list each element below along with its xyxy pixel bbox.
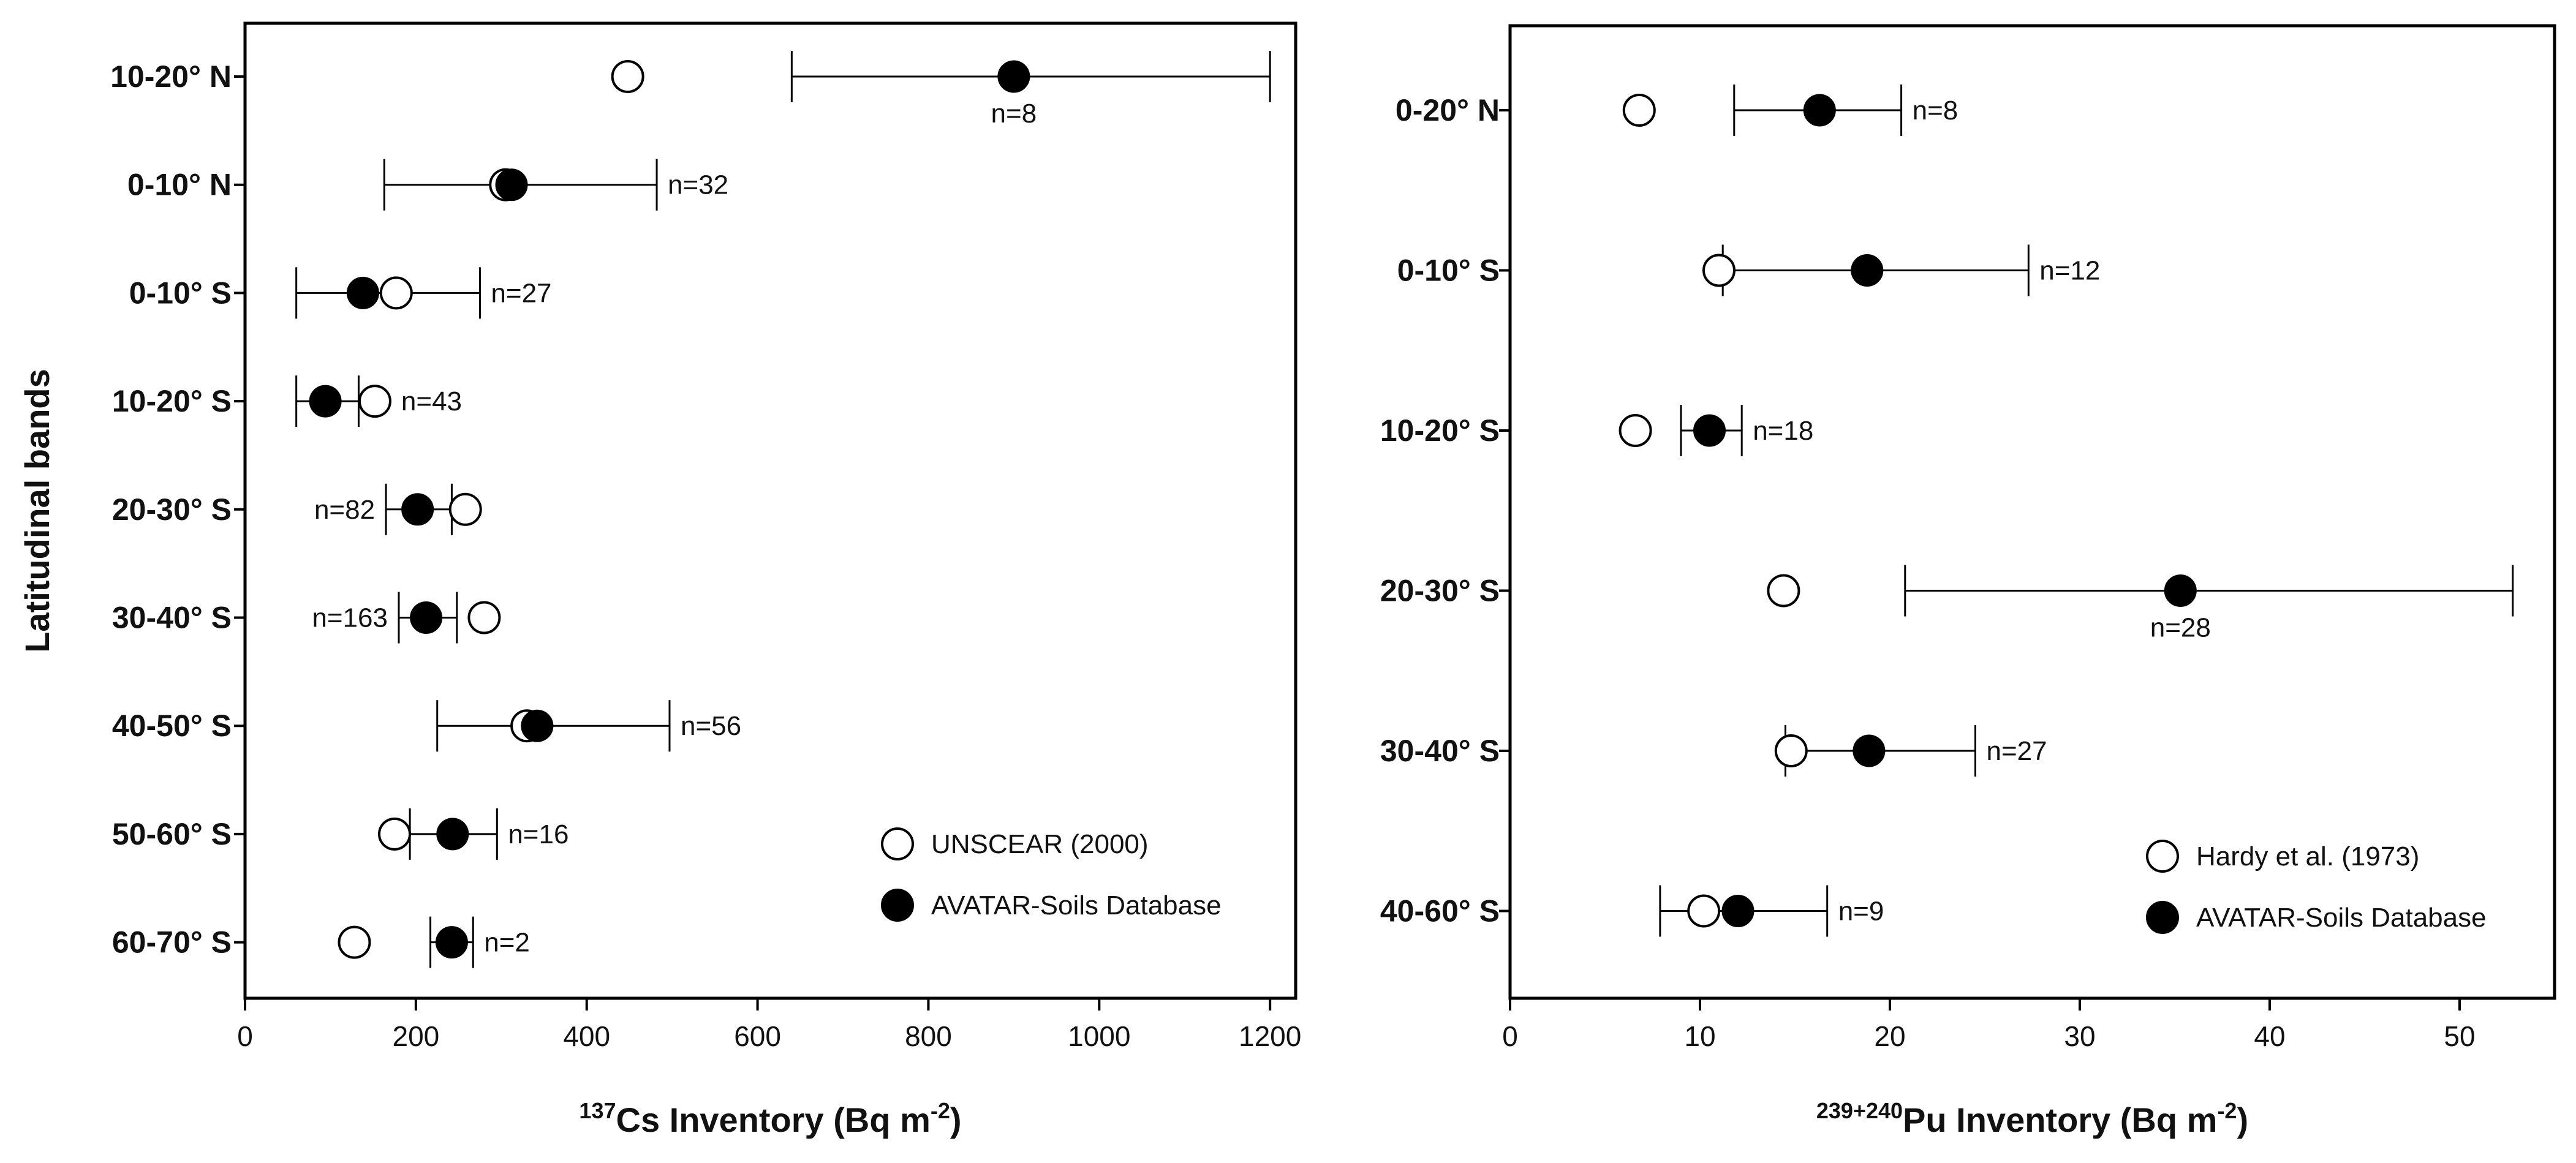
avatar-point — [997, 60, 1030, 93]
y-axis-title: Latitudinal bands — [18, 369, 56, 653]
band-label: 40-50° S — [112, 709, 232, 743]
x-axis-title-superscript: 137 — [579, 1098, 616, 1123]
band-label: 20-30° S — [112, 492, 232, 527]
x-tick-label: 40 — [2254, 1020, 2285, 1052]
avatar-point — [410, 601, 443, 634]
band-label: 30-40° S — [112, 601, 232, 635]
sample-count-label: n=32 — [668, 170, 728, 200]
reference-point — [1618, 414, 1652, 447]
band-label: 10-20° N — [110, 59, 232, 94]
x-tick-label: 10 — [1684, 1020, 1715, 1052]
band-label: 30-40° S — [1380, 734, 1500, 768]
reference-point — [448, 492, 482, 526]
sample-count-label: n=163 — [312, 603, 388, 633]
legend-label: UNSCEAR (2000) — [931, 829, 1149, 859]
x-tick-label: 200 — [392, 1020, 439, 1052]
avatar-point — [346, 276, 379, 309]
avatar-point — [401, 493, 434, 526]
x-axis-title-text: ) — [950, 1101, 962, 1139]
band-label: 60-70° S — [112, 925, 232, 960]
sample-count-label: n=8 — [1913, 96, 1958, 126]
cs137-panel: 0 200 400 600 800 1000 1200 10-20° N 0-10° N 0-10… — [18, 21, 1301, 1139]
sample-count-label: n=9 — [1838, 897, 1884, 927]
reference-point — [611, 60, 644, 93]
reference-point — [1702, 254, 1736, 287]
legend-open-marker — [2146, 840, 2179, 873]
x-axis-title: 239+240Pu Inventory (Bq m-2) — [1816, 1098, 2248, 1139]
reference-point — [1767, 574, 1800, 608]
band-label: 20-30° S — [1380, 574, 1500, 608]
legend-label: AVATAR-Soils Database — [931, 890, 1222, 920]
x-tick-label: 20 — [1874, 1020, 1905, 1052]
avatar-point — [1853, 734, 1886, 767]
x-axis-title: 137Cs Inventory (Bq m-2) — [579, 1098, 961, 1139]
sample-count-label: n=12 — [2039, 256, 2100, 286]
band-label: 10-20° S — [1380, 413, 1500, 448]
band-label: 40-60° S — [1380, 894, 1500, 928]
reference-point — [1622, 94, 1656, 127]
reference-point — [1774, 734, 1808, 767]
legend-open-marker — [881, 827, 914, 860]
avatar-point — [1803, 94, 1836, 127]
reference-point — [379, 276, 413, 310]
band-label: 50-60° S — [112, 817, 232, 851]
avatar-point — [2164, 574, 2197, 607]
avatar-point — [435, 926, 468, 959]
band-label: 0-10° N — [127, 168, 232, 202]
sample-count-label: n=16 — [508, 819, 568, 849]
avatar-point — [521, 709, 554, 742]
reference-point — [338, 925, 371, 959]
x-tick-label: 400 — [563, 1020, 610, 1052]
sample-count-label: n=27 — [1987, 736, 2047, 766]
avatar-point — [1721, 895, 1754, 927]
avatar-point — [309, 385, 342, 418]
legend-filled-marker — [2146, 901, 2179, 934]
x-tick-label: 0 — [237, 1020, 253, 1052]
legend-label: Hardy et al. (1973) — [2196, 841, 2419, 871]
band-label: 0-10° S — [129, 276, 232, 310]
x-axis-title-text: ) — [2237, 1101, 2248, 1139]
sample-count-label: n=43 — [401, 386, 462, 416]
x-axis-title-text: Cs Inventory (Bq m — [616, 1101, 931, 1139]
sample-count-label: n=18 — [1753, 416, 1813, 446]
sample-count-label: n=27 — [491, 278, 551, 308]
x-tick-label: 600 — [734, 1020, 781, 1052]
sample-count-label: n=8 — [991, 99, 1037, 129]
x-tick-label: 0 — [1502, 1020, 1518, 1052]
band-label: 0-10° S — [1397, 254, 1500, 288]
band-label: 10-20° S — [112, 384, 232, 418]
legend-filled-marker — [881, 889, 914, 922]
avatar-point — [436, 818, 469, 851]
legend-label: AVATAR-Soils Database — [2196, 903, 2487, 933]
sample-count-label: n=28 — [2150, 613, 2211, 643]
avatar-point — [495, 168, 528, 201]
x-axis-title-superscript: -2 — [2217, 1098, 2237, 1123]
sample-count-label: n=82 — [314, 495, 375, 525]
x-tick-label: 50 — [2444, 1020, 2475, 1052]
reference-point — [358, 385, 391, 418]
x-tick-label: 800 — [905, 1020, 952, 1052]
sample-count-label: n=2 — [484, 928, 530, 958]
pu239-panel: 0 10 20 30 40 50 0-20° N 0-10° S 10-20° S 20-30° … — [1380, 24, 2556, 1139]
plot-frame — [1508, 24, 2556, 1000]
band-label: 0-20° N — [1396, 93, 1500, 127]
x-tick-label: 30 — [2064, 1020, 2095, 1052]
x-axis-title-text: Pu Inventory (Bq m — [1903, 1101, 2217, 1139]
avatar-point — [1693, 414, 1726, 447]
sample-count-label: n=56 — [681, 711, 741, 741]
reference-point — [467, 601, 501, 634]
reference-point — [1687, 894, 1721, 928]
avatar-point — [1851, 254, 1884, 287]
plot-frame — [243, 21, 1297, 1000]
x-tick-label: 1000 — [1068, 1020, 1130, 1052]
x-axis-title-superscript: 239+240 — [1816, 1098, 1903, 1123]
reference-point — [378, 817, 412, 851]
x-axis-title-superscript: -2 — [931, 1098, 950, 1123]
x-tick-label: 1200 — [1239, 1020, 1301, 1052]
